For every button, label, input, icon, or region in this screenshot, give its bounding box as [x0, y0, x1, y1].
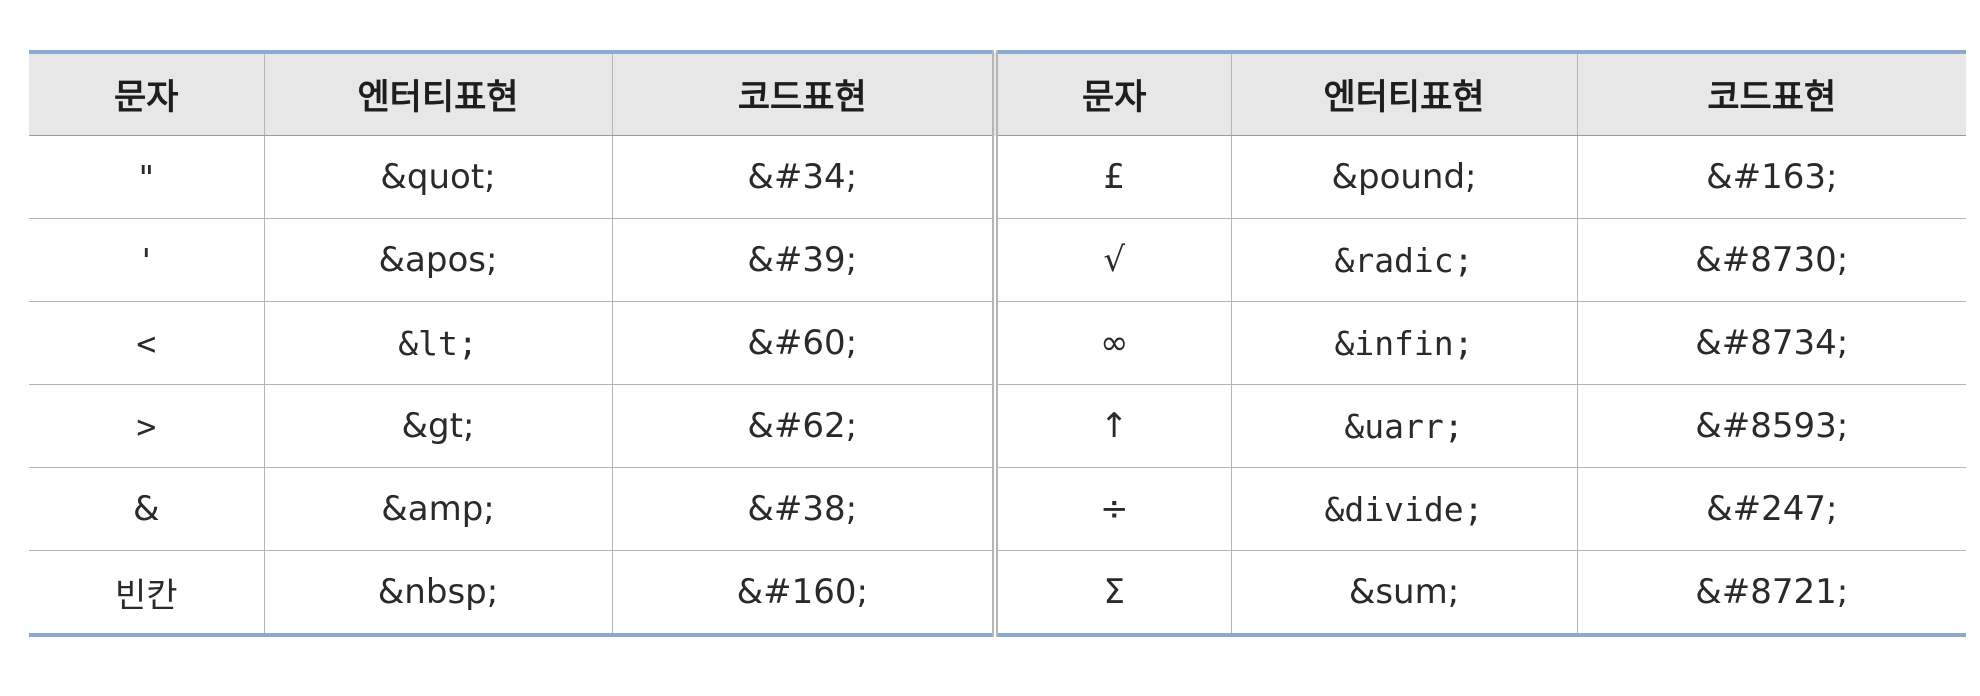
code-cell: &#8721;: [1576, 550, 1966, 635]
entity-cell: &radic;: [1230, 218, 1577, 302]
character-cell: √: [992, 218, 1231, 302]
html-entity-table: 문자 엔터티표현 코드표현 문자 엔터티표현 코드표현 " &quot; &#3…: [29, 50, 1966, 637]
table-row: 빈칸 &nbsp; &#160; Σ &sum; &#8721;: [29, 550, 1966, 635]
code-cell: &#60;: [611, 301, 995, 385]
character-cell: Σ: [992, 550, 1231, 635]
entity-cell: &gt;: [263, 384, 612, 468]
entity-cell: &infin;: [1230, 301, 1577, 385]
code-cell: &#8593;: [1576, 384, 1966, 468]
header-code: 코드표현: [1576, 52, 1966, 136]
header-character: 문자: [29, 52, 264, 136]
table-row: > &gt; &#62; ↑ &uarr; &#8593;: [29, 384, 1966, 468]
character-cell: &: [29, 467, 264, 551]
code-cell: &#62;: [611, 384, 995, 468]
character-cell: >: [29, 384, 264, 468]
code-cell: &#8734;: [1576, 301, 1966, 385]
table-row: < &lt; &#60; ∞ &infin; &#8734;: [29, 301, 1966, 385]
entity-cell: &divide;: [1230, 467, 1577, 551]
entity-cell: &pound;: [1230, 135, 1577, 219]
entity-table-container: 문자 엔터티표현 코드표현 문자 엔터티표현 코드표현 " &quot; &#3…: [29, 50, 1966, 637]
header-code: 코드표현: [611, 52, 995, 136]
table-header-row: 문자 엔터티표현 코드표현 문자 엔터티표현 코드표현: [29, 52, 1966, 136]
code-cell: &#8730;: [1576, 218, 1966, 302]
entity-cell: &apos;: [263, 218, 612, 302]
code-cell: &#34;: [611, 135, 995, 219]
character-cell: ÷: [992, 467, 1231, 551]
character-cell: 빈칸: [114, 575, 178, 616]
header-entity: 엔터티표현: [263, 52, 612, 136]
table-row: ' &apos; &#39; √ &radic; &#8730;: [29, 218, 1966, 302]
entity-cell: &lt;: [263, 301, 612, 385]
entity-cell: &uarr;: [1230, 384, 1577, 468]
entity-cell: &quot;: [263, 135, 612, 219]
character-cell: ': [29, 218, 264, 302]
table-row: " &quot; &#34; £ &pound; &#163;: [29, 135, 1966, 219]
header-entity: 엔터티표현: [1230, 52, 1577, 136]
code-cell: &#163;: [1576, 135, 1966, 219]
code-cell: &#39;: [611, 218, 995, 302]
entity-cell: &amp;: [263, 467, 612, 551]
code-cell: &#247;: [1576, 467, 1966, 551]
entity-cell: &sum;: [1230, 550, 1577, 635]
code-cell: &#160;: [611, 550, 995, 635]
table-row: & &amp; &#38; ÷ &divide; &#247;: [29, 467, 1966, 551]
header-character: 문자: [992, 52, 1231, 136]
entity-cell: &nbsp;: [263, 550, 612, 635]
character-cell: ↑: [992, 384, 1231, 468]
character-cell: £: [992, 135, 1231, 219]
character-cell: ": [29, 135, 264, 219]
character-cell: <: [29, 301, 264, 385]
code-cell: &#38;: [611, 467, 995, 551]
character-cell: ∞: [992, 301, 1231, 385]
